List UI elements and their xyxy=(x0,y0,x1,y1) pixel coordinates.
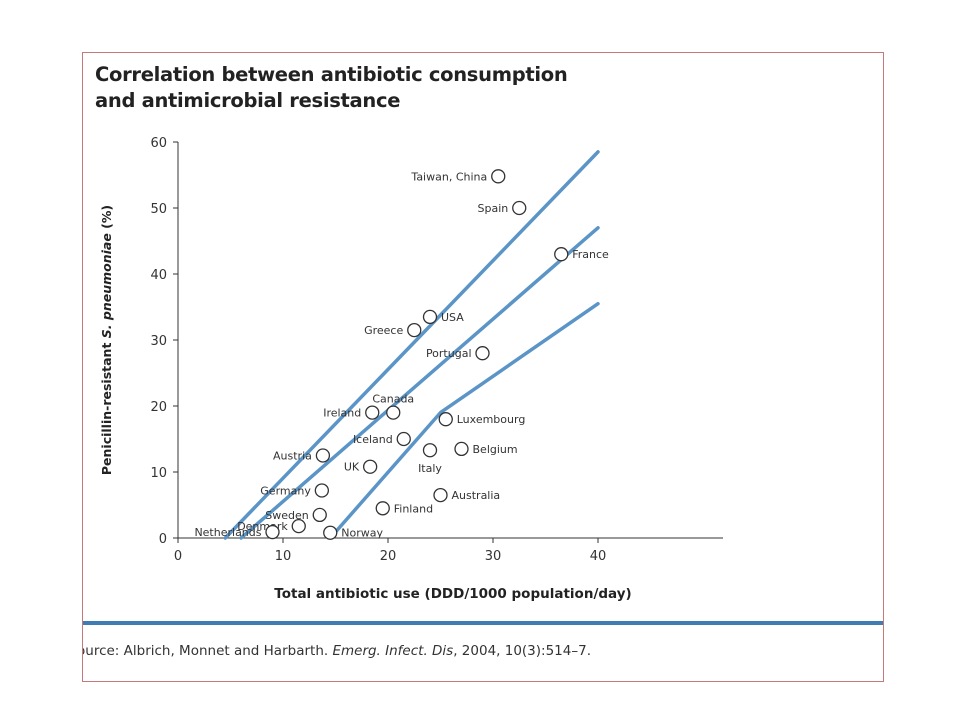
axes xyxy=(177,142,723,539)
data-point xyxy=(438,412,453,427)
axis-ticks: 0 10 20 30 40 0 10 20 30 40 50 60 xyxy=(150,136,606,564)
x-tick-label: 0 xyxy=(174,549,182,564)
point-label: Luxembourg xyxy=(457,413,526,426)
slide-frame: Correlation between antibiotic consumpti… xyxy=(82,52,884,682)
point-label: Germany xyxy=(260,484,311,497)
chart-title-line-1: Correlation between antibiotic consumpti… xyxy=(95,63,568,86)
y-tick-label: 20 xyxy=(150,400,167,415)
data-point xyxy=(554,247,569,262)
point-label: Taiwan, China xyxy=(410,170,487,183)
point-label: Portugal xyxy=(426,347,472,360)
point-label: Sweden xyxy=(265,509,308,522)
data-point xyxy=(475,346,490,361)
x-tick-label: 20 xyxy=(380,549,397,564)
data-point xyxy=(422,443,438,458)
y-axis-label: Penicillin-resistant S. pneumoniae (%) xyxy=(99,205,114,475)
data-point xyxy=(454,441,469,457)
point-label: Italy xyxy=(418,462,442,475)
regression-lines xyxy=(223,150,600,540)
point-label: Ireland xyxy=(323,407,361,420)
data-point xyxy=(323,525,338,540)
regression-line-1 xyxy=(223,150,600,540)
data-point xyxy=(314,483,330,498)
regression-line-3 xyxy=(328,301,600,540)
y-tick-label: 60 xyxy=(150,136,167,151)
regression-line-2 xyxy=(239,226,600,540)
x-tick-label: 40 xyxy=(590,549,607,564)
chart-title: Correlation between antibiotic consumpti… xyxy=(95,62,568,114)
y-axis-label-suffix: (%) xyxy=(99,205,114,233)
data-point xyxy=(422,309,438,325)
y-tick-label: 40 xyxy=(150,268,167,283)
data-point xyxy=(407,322,422,338)
chart-title-line-2: and antimicrobial resistance xyxy=(95,89,401,112)
x-tick-label: 30 xyxy=(485,549,502,564)
point-label: UK xyxy=(344,461,360,474)
point-label: USA xyxy=(441,311,464,324)
point-label: Austria xyxy=(273,450,312,463)
y-tick-label: 50 xyxy=(150,202,167,217)
data-point xyxy=(396,431,411,447)
data-point xyxy=(362,459,378,474)
point-label: Belgium xyxy=(473,443,518,456)
data-point xyxy=(491,169,506,184)
source-citation: ource: Albrich, Monnet and Harbarth. Eme… xyxy=(82,643,591,659)
source-journal: Emerg. Infect. Dis xyxy=(332,643,454,659)
point-label: Finland xyxy=(394,502,433,515)
data-point xyxy=(291,518,306,534)
point-label: France xyxy=(572,248,609,261)
point-label: Australia xyxy=(452,489,501,502)
y-tick-label: 30 xyxy=(150,334,167,349)
source-suffix: , 2004, 10(3):514–7. xyxy=(453,643,591,659)
source-prefix: ource: Albrich, Monnet and Harbarth. xyxy=(82,643,333,659)
data-point xyxy=(312,507,327,523)
data-point xyxy=(386,405,401,420)
data-points: Taiwan, China Spain France USA Greece Portuga… xyxy=(194,169,609,540)
point-label: Iceland xyxy=(353,433,393,446)
point-label: Canada xyxy=(372,393,414,406)
data-point xyxy=(365,405,380,420)
y-axis-label-prefix: Penicillin-resistant xyxy=(99,338,114,475)
y-tick-label: 0 xyxy=(159,532,167,547)
scatter-chart: 0 10 20 30 40 0 10 20 30 40 50 60 Taiwan, China Spai… xyxy=(99,136,723,602)
data-point xyxy=(315,448,331,463)
data-point xyxy=(265,524,280,540)
point-label: Norway xyxy=(341,527,383,540)
x-axis-label: Total antibiotic use (DDD/1000 populatio… xyxy=(274,586,631,602)
data-point xyxy=(512,200,527,216)
y-axis-label-species: S. pneumoniae xyxy=(99,233,114,338)
data-point xyxy=(375,501,390,516)
x-tick-label: 10 xyxy=(275,549,292,564)
point-label: Greece xyxy=(364,324,403,337)
point-label: Netherlands xyxy=(194,526,261,539)
data-point xyxy=(433,487,448,503)
y-tick-label: 10 xyxy=(150,466,167,481)
point-label: Spain xyxy=(478,202,509,215)
footer-rule xyxy=(83,621,883,625)
